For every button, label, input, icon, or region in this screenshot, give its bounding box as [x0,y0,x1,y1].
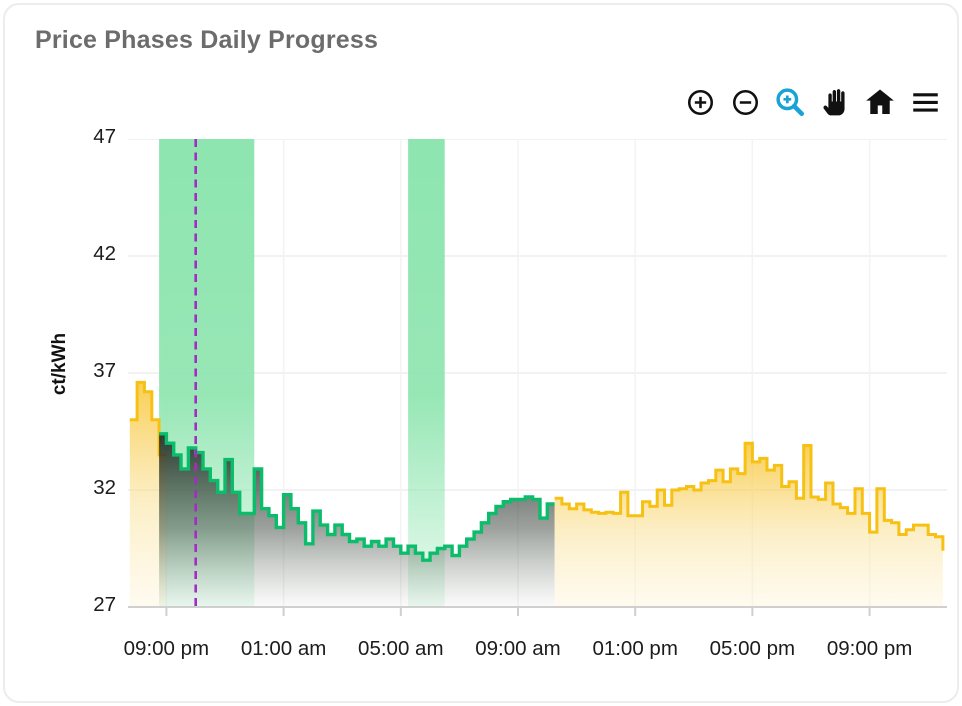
magnifier-plus-icon [776,88,804,116]
y-tick-label: 37 [93,359,116,382]
price-chart-plot[interactable] [128,139,947,621]
y-tick-label: 47 [93,125,116,148]
circle-minus-icon [732,89,758,115]
y-tick-label: 32 [93,476,116,499]
pan-button[interactable] [818,85,852,119]
x-tick-label: 01:00 am [240,637,327,660]
y-tick-label: 42 [93,242,116,265]
zoom-out-button[interactable] [728,85,762,119]
chart-toolbar [683,85,942,119]
normal-price-line-day [554,441,945,551]
chart-title: Price Phases Daily Progress [35,26,379,54]
x-tick-label: 09:00 pm [826,637,913,660]
gridlines [128,139,947,607]
y-tick-label: 27 [93,593,116,616]
zoom-in-button[interactable] [683,85,717,119]
home-icon [866,89,894,114]
x-tick-label: 01:00 pm [592,637,678,660]
x-axis [128,606,947,616]
x-tick-label: 09:00 am [475,637,561,660]
normal-price-fill-evening [129,382,167,607]
menu-button[interactable] [908,85,942,119]
cheap-price-line [159,432,555,562]
x-tick-label: 05:00 pm [709,637,796,660]
x-tick-label: 05:00 am [358,637,444,660]
hamburger-icon [912,92,938,112]
cheap-price-fill [159,433,555,607]
x-tick-label: 09:00 pm [123,637,210,660]
hand-icon [822,88,845,115]
circle-plus-icon [687,89,713,115]
reset-view-button[interactable] [863,85,897,119]
normal-price-fill-day [554,443,943,607]
drag-zoom-button[interactable] [773,85,807,119]
